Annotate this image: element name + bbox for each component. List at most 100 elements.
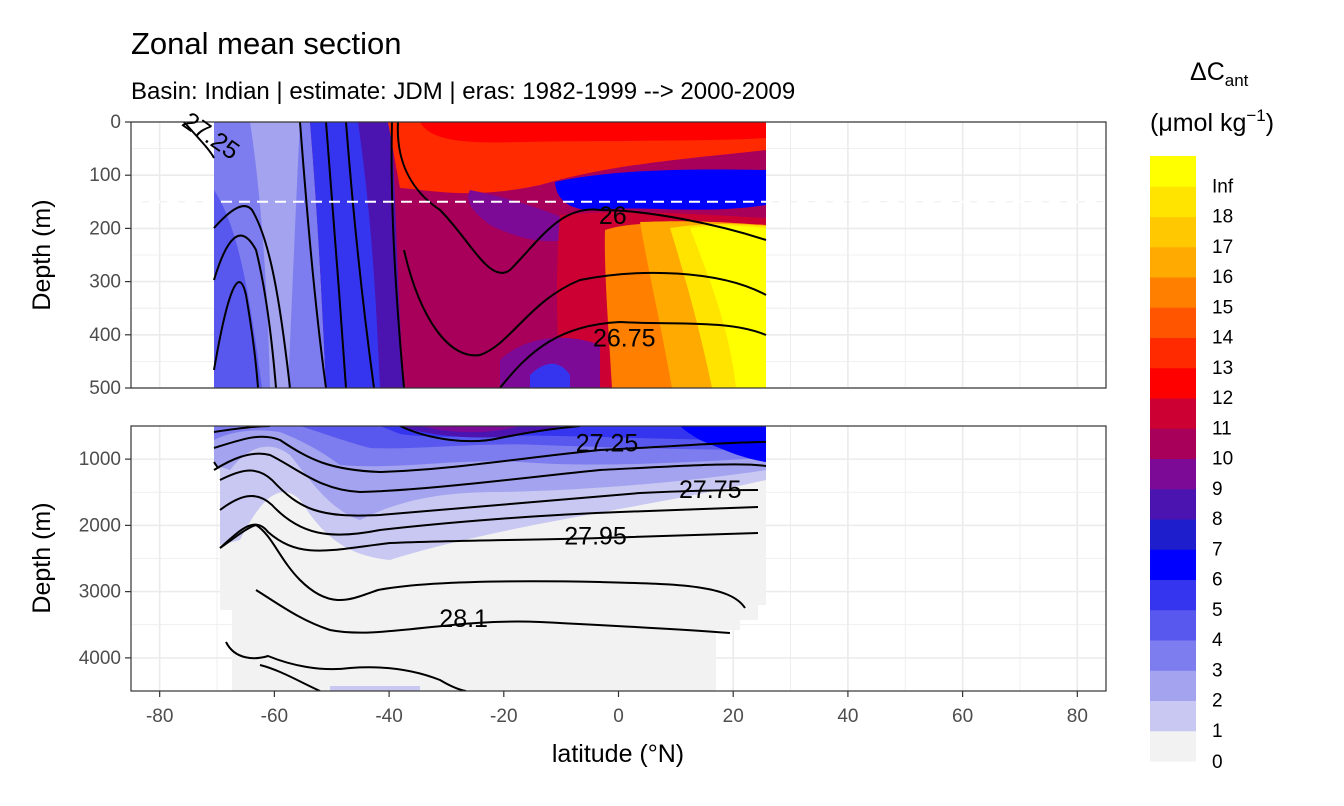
legend-label: 5 [1212,600,1223,621]
contour-label: 27.95 [564,522,627,550]
x-tick-label: 60 [952,706,973,727]
x-tick-label: -60 [261,706,288,727]
x-tick-label: 80 [1067,706,1088,727]
upper-contour-line [390,122,405,388]
x-tick-label: -80 [146,706,173,727]
contour-label: 28.1 [439,605,488,633]
upper-field-blue-lens [555,169,766,211]
y-tick-label: 100 [89,165,121,186]
x-tick-label: -40 [375,706,402,727]
y-tick-label: 300 [89,272,121,293]
lower-contour-line [213,435,767,474]
legend-label: 11 [1212,418,1232,439]
lower-contour-line [259,664,321,691]
legend-swatch [1150,488,1196,520]
lower-field-deep-blob [330,686,420,691]
lower-contour-line [219,523,759,552]
legend: ΔCant (μmol kg−1) 0123456789101112131415… [1150,58,1274,773]
upper-field-surface-bright [420,122,766,143]
upper-field-yellow-2 [690,225,766,388]
legend-label: 16 [1212,267,1233,288]
upper-contour-line [396,122,767,274]
legend-label: 14 [1212,328,1234,349]
upper-field-deep-violet [500,337,600,388]
legend-swatch [1150,640,1196,671]
lower-contour-line [255,589,731,634]
legend-label: 2 [1212,691,1223,712]
chart-title: Zonal mean section [131,26,402,61]
legend-swatch [1150,549,1196,580]
lower-contour-line [219,495,759,536]
legend-title-symbol: ΔCant [1190,58,1249,90]
y-tick-label: 0 [110,112,121,133]
x-axis: -80 -60 -40 -20 0 20 40 60 80 [146,691,1088,727]
legend-swatch [1150,156,1196,187]
lower-contour-labels: 27.25 27.75 27.95 28.1 [439,430,741,634]
legend-swatch [1150,579,1196,611]
upper-y-axis: 0 100 200 300 400 500 [89,112,131,399]
lower-field-anom-8 [420,426,520,433]
y-tick-label: 4000 [79,648,121,669]
legend-title-unit: (μmol kg−1) [1150,106,1274,137]
legend-label: 6 [1212,570,1223,591]
legend-label: 17 [1212,237,1233,258]
legend-swatch [1150,670,1196,701]
legend-label: 0 [1212,752,1223,773]
lower-y-axis: 1000 2000 3000 4000 [79,449,131,669]
legend-label: 18 [1212,207,1233,228]
x-axis-title: latitude (°N) [552,740,684,768]
y-tick-label: 500 [89,378,121,399]
legend-swatch [1150,428,1196,459]
legend-label: 15 [1212,297,1233,318]
y-tick-label: 1000 [79,449,121,470]
legend-label: Inf [1212,176,1234,197]
upper-field-deep-blue [530,363,570,388]
legend-swatch [1150,277,1196,308]
x-tick-label: 0 [613,706,624,727]
upper-panel-contours [183,122,767,388]
legend-label: 10 [1212,449,1233,470]
legend-swatch [1150,307,1196,338]
upper-field-cold-mid [214,190,262,388]
upper-panel-frame [130,121,1107,389]
y-tick-label: 200 [89,218,121,239]
y-tick-label: 2000 [79,515,121,536]
upper-contour-line [325,122,347,388]
x-tick-label: 20 [723,706,744,727]
legend-swatch [1150,216,1196,248]
legend-swatch [1150,367,1196,399]
upper-contour-line [345,122,375,388]
legend-swatch [1150,337,1196,369]
upper-contour-line [213,234,277,388]
legend-swatch [1150,398,1196,429]
contour-label: 26 [599,202,627,230]
contour-label: 26.75 [593,324,656,352]
legend-swatch [1150,609,1196,641]
legend-swatch [1150,458,1196,490]
legend-swatch [1150,700,1196,732]
legend-label: 12 [1212,388,1233,409]
upper-contour-line [213,281,259,388]
upper-contour-line [299,122,327,388]
upper-contour-line [213,205,291,388]
lower-contour-line [399,426,581,443]
y-axis-title-upper: Depth (m) [28,199,56,310]
legend-label: 3 [1212,660,1223,681]
lower-contour-line [225,641,467,691]
legend-label: 4 [1212,630,1223,651]
chart-subtitle: Basin: Indian | estimate: JDM | eras: 19… [131,78,795,105]
lower-contour-line [219,469,759,517]
lower-contour-line [219,523,746,609]
legend-label: 1 [1212,721,1223,742]
upper-contour-line [183,122,215,159]
upper-contour-line [499,320,767,388]
y-axis-title-lower: Depth (m) [28,502,56,613]
lower-panel-contours [213,426,767,691]
upper-field-cold-pale [250,122,300,388]
legend-swatch [1150,730,1196,762]
legend-label: 8 [1212,509,1223,530]
x-tick-label: 40 [837,706,858,727]
upper-contour-line [403,249,767,357]
